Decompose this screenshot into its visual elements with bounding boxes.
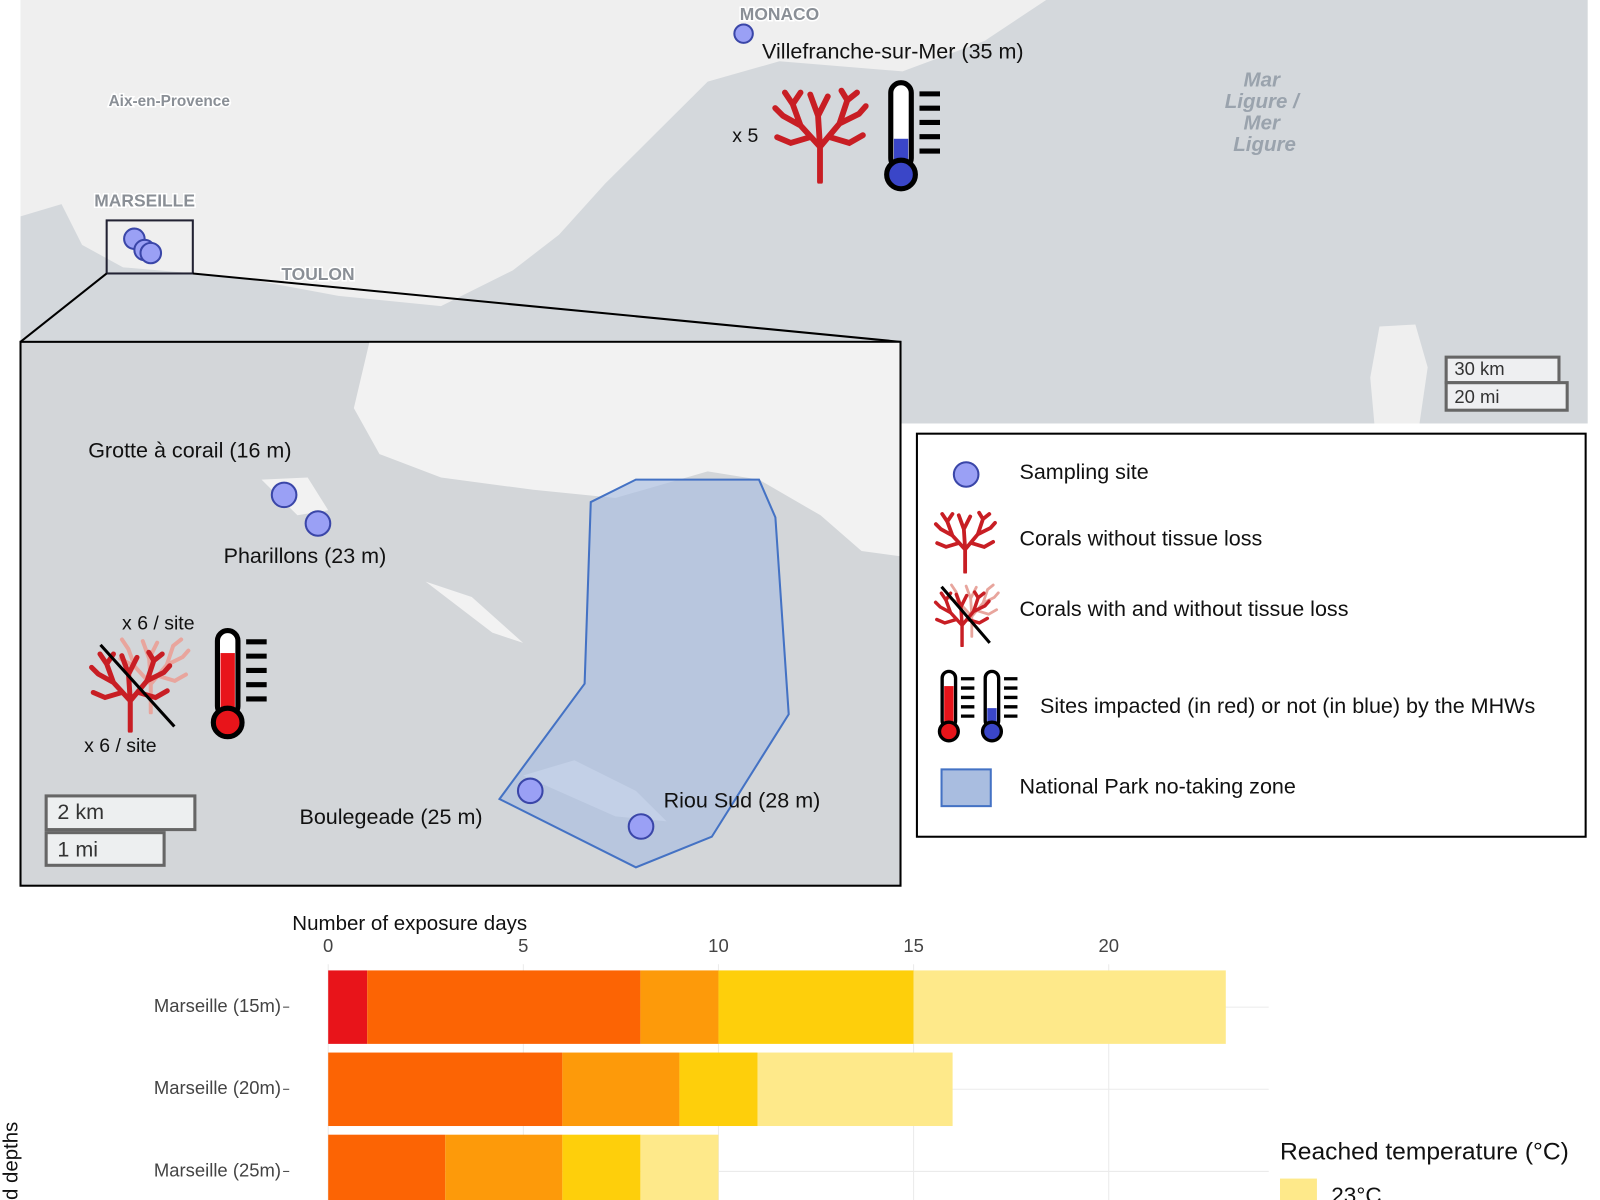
bar-segment xyxy=(328,970,368,1044)
scale-label: 30 km xyxy=(1454,358,1504,379)
site-marker xyxy=(139,241,163,265)
legend-label: Sites impacted (in red) or not (in blue)… xyxy=(1040,694,1535,718)
bar-segment xyxy=(445,1134,563,1200)
map-legend: Sampling site Corals without tissue loss… xyxy=(915,432,1587,838)
legend-label: National Park no-taking zone xyxy=(1019,774,1295,798)
scale-bar xyxy=(1444,381,1569,412)
legend-site xyxy=(952,461,980,488)
sea-label-line: Mer xyxy=(1244,112,1282,135)
sea-label: Mar Ligure / Mer Ligure xyxy=(1225,69,1305,156)
site-label: Villefranche-sur-Mer (35 m) xyxy=(762,40,1024,64)
land xyxy=(20,0,1047,307)
site-marker xyxy=(270,481,298,509)
x-tick-label: 0 xyxy=(323,935,333,956)
bar-segment xyxy=(640,1134,719,1200)
zoom-line xyxy=(192,272,901,343)
sea-label-line: Ligure / xyxy=(1225,90,1301,113)
site-marker xyxy=(733,23,754,44)
y-axis-title: d depths xyxy=(0,1122,23,1200)
place-label: Aix-en-Provence xyxy=(109,93,230,110)
site-label: Boulegeade (25 m) xyxy=(299,805,482,829)
bar-chart: Number of exposure days d depths Reached… xyxy=(0,912,1569,1200)
bar-segment xyxy=(562,1134,641,1200)
site-marker xyxy=(627,813,655,840)
legend-box xyxy=(915,432,1587,838)
legend-label: Sampling site xyxy=(1019,460,1148,484)
place-label: MONACO xyxy=(740,4,819,24)
zoom-line xyxy=(19,272,108,343)
site-label: Pharillons (23 m) xyxy=(224,544,387,568)
site-label: Grotte à corail (16 m) xyxy=(88,439,291,463)
site-marker xyxy=(304,510,332,537)
legend-park xyxy=(940,768,992,808)
y-tick-label: Marseille (15m) xyxy=(154,995,281,1016)
bar-segment xyxy=(367,970,641,1044)
sea-label-line: Ligure xyxy=(1233,133,1296,156)
slash xyxy=(99,643,176,728)
bar-segment xyxy=(913,970,1226,1044)
slash xyxy=(940,585,991,644)
site-marker xyxy=(516,777,544,805)
bar-segment xyxy=(328,1134,446,1200)
x-tick-label: 5 xyxy=(518,935,528,956)
land xyxy=(353,342,900,557)
inset-map: Grotte à corail (16 m) Pharillons (23 m)… xyxy=(19,340,902,887)
count-label: x 6 / site xyxy=(122,613,195,635)
scale-label: 20 mi xyxy=(1454,386,1499,407)
bar-segment xyxy=(328,1052,563,1127)
scale-label: 1 mi xyxy=(57,838,98,862)
zoom-box xyxy=(105,219,194,275)
bar-segment xyxy=(640,970,719,1044)
legend-title: Reached temperature (°C) xyxy=(1280,1139,1569,1166)
site-label: Riou Sud (28 m) xyxy=(664,789,821,813)
legend-label: Corals without tissue loss xyxy=(1019,527,1262,551)
island xyxy=(425,581,524,643)
y-tick-label: Marseille (20m) xyxy=(154,1077,281,1098)
x-axis-title: Number of exposure days xyxy=(292,912,527,935)
x-tick-label: 15 xyxy=(903,935,924,956)
count-label: x 6 / site xyxy=(84,735,157,757)
park-zone xyxy=(497,478,790,869)
bar-segment xyxy=(757,1052,953,1127)
bar-segment xyxy=(679,1052,758,1127)
legend-label: Corals with and without tissue loss xyxy=(1019,597,1348,621)
scale-label: 2 km xyxy=(57,800,104,824)
scale-bar xyxy=(44,794,197,832)
legend-label: 23°C xyxy=(1331,1183,1381,1200)
sea-label-line: Mar xyxy=(1244,69,1282,92)
place-label: MARSEILLE xyxy=(94,191,195,211)
bar-segment xyxy=(562,1052,680,1127)
x-tick-label: 20 xyxy=(1098,935,1119,956)
corsica xyxy=(1370,324,1428,424)
x-tick-label: 10 xyxy=(708,935,729,956)
count-label: x 5 xyxy=(732,125,758,147)
scale-bar xyxy=(44,831,166,867)
legend-swatch xyxy=(1280,1178,1317,1200)
y-tick-label: Marseille (25m) xyxy=(154,1159,281,1180)
place-label: TOULON xyxy=(281,264,354,284)
bar-segment xyxy=(718,970,914,1044)
